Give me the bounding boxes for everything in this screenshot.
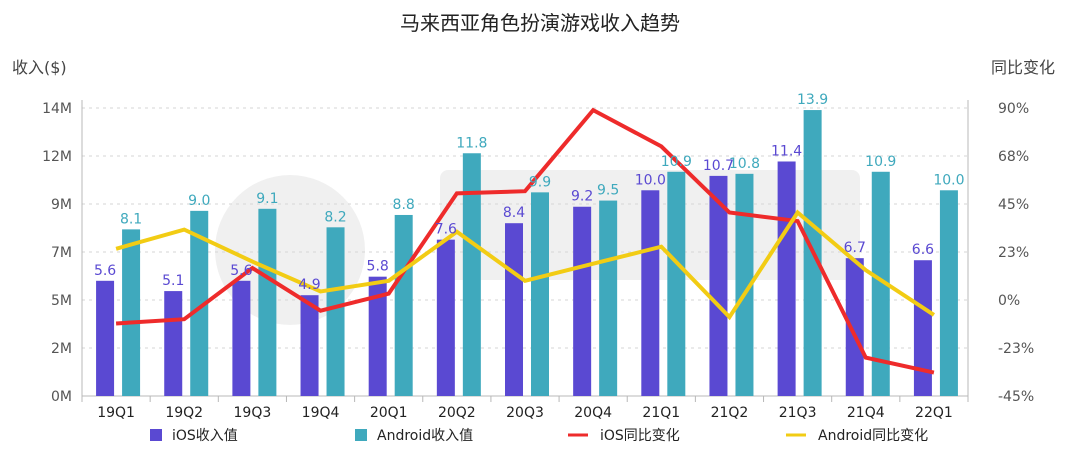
ios-data-label: 7.6 [435,222,457,238]
android-data-label: 9.9 [529,174,551,190]
y2-tick-label: 90% [998,101,1029,117]
legend-label: iOS同比变化 [600,428,680,444]
ios-bar [573,206,592,396]
android-data-label: 10.8 [729,156,760,172]
ios-bar [641,190,660,396]
ios-data-label: 10.7 [703,158,734,174]
lines [115,107,936,375]
android-bar [939,190,958,396]
y-axis-title: 收入($) [12,58,67,77]
android-bar [190,210,209,396]
ios-data-label: 5.1 [162,273,184,289]
x-tick-label: 19Q2 [165,405,203,421]
y-tick-label: 14M [42,101,72,117]
android-data-label: 13.9 [797,92,828,108]
x-tick-label: 20Q3 [506,405,544,421]
y-tick-label: 5M [51,293,72,309]
y-tick-label: 7M [51,245,72,261]
ios-bar [96,280,115,396]
x-tick-label: 20Q4 [574,405,612,421]
ios-bar [164,291,183,396]
y-tick-label: 0M [51,389,72,405]
android-data-label: 11.8 [456,135,487,151]
android-data-label: 9.5 [597,183,619,199]
legend-label: Android收入值 [377,428,473,444]
y2-tick-label: 0% [998,293,1020,309]
ios-data-label: 11.4 [771,143,802,159]
ios-bar [505,223,523,396]
y-tick-label: 9M [51,197,72,213]
y2-tick-label: -45% [998,389,1034,405]
x-tick-label: 20Q2 [438,405,476,421]
legend-label: Android同比变化 [818,428,928,444]
x-tick-label: 20Q1 [370,405,408,421]
ios-data-label: 4.9 [298,277,320,293]
android-data-label: 9.0 [188,193,210,209]
android-bar [326,227,345,396]
legend-swatch [150,429,162,441]
ios-bar [368,276,387,396]
legend-swatch [355,429,367,441]
ios-data-label: 6.7 [844,240,866,256]
data-labels: 5.6 5.1 5.6 4.9 5.8 7.6 8.4 9.2 10.0 10.7 11.4 6.7 6… [94,92,965,293]
android-data-label: 8.2 [324,209,346,225]
android-data-label: 8.8 [393,197,415,213]
x-tick-label: 21Q3 [779,405,817,421]
android-bar [599,200,618,396]
ios-data-label: 10.0 [635,172,666,188]
ios-bar [232,280,251,396]
android-data-label: 8.1 [120,211,142,227]
y2-tick-label: -23% [998,341,1034,357]
android-yoy-line [115,209,936,321]
x-tick-label: 19Q4 [302,405,340,421]
ios-bar [913,260,932,396]
x-tick-label: 19Q1 [97,405,135,421]
x-tick-label: 21Q1 [642,405,680,421]
ios-bar [436,239,455,396]
legend: iOS收入值 Android收入值 iOS同比变化 Android同比变化 [150,428,928,444]
android-bar [531,192,549,396]
y2-tick-label: 45% [998,197,1029,213]
android-data-label: 9.1 [256,191,278,207]
ios-bar [845,258,864,396]
android-bar [258,208,277,396]
chart-title: 马来西亚角色扮演游戏收入趋势 [400,11,680,35]
bars [96,110,958,397]
ios-data-label: 9.2 [571,189,593,205]
android-bar [394,214,413,396]
ios-bar [300,295,319,396]
ios-bar [709,175,728,396]
x-tick-label: 21Q2 [711,405,749,421]
y2-tick-label: 68% [998,149,1029,165]
x-tick-label: 22Q1 [915,405,953,421]
android-data-label: 10.9 [865,154,896,170]
android-bar [871,171,890,396]
y-tick-label: 12M [42,149,72,165]
x-tick-label: 21Q4 [847,405,885,421]
ios-data-label: 6.6 [912,242,934,258]
ios-data-label: 5.6 [230,263,252,279]
android-bar [735,173,754,396]
legend-label: iOS收入值 [172,428,238,444]
ios-yoy-line [115,107,935,375]
y-tick-label: 2M [51,341,72,357]
android-bar [462,153,481,396]
y2-axis-title: 同比变化 [991,58,1055,77]
ios-data-label: 5.6 [94,263,116,279]
ios-data-label: 5.8 [367,259,389,275]
android-data-label: 10.0 [933,172,964,188]
grid: 0M -45% 2M -23% 5M 0% 7M 23% 9M 45% 12M 68% 14M 90% 19… [42,100,1034,421]
ios-data-label: 8.4 [503,205,525,221]
y2-tick-label: 23% [998,245,1029,261]
android-bar [122,229,141,396]
android-bar [667,171,686,396]
ios-bar [777,161,796,396]
x-tick-label: 19Q3 [234,405,272,421]
android-data-label: 10.9 [661,154,692,170]
